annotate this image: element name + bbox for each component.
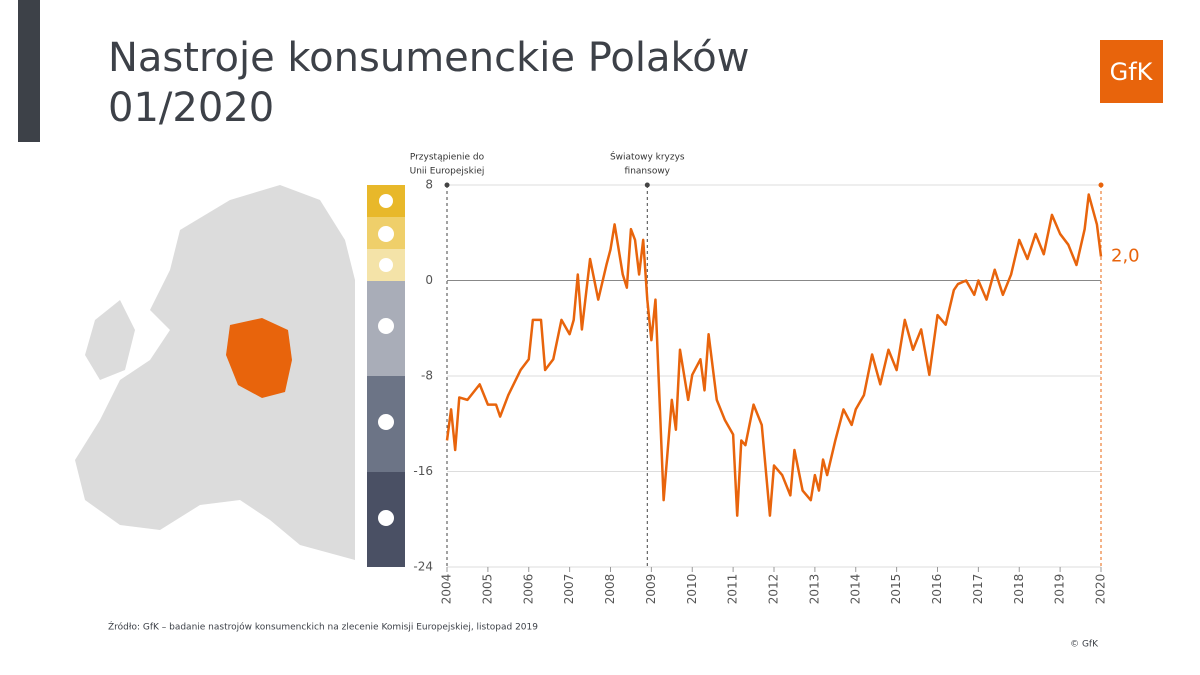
x-tick-label: 2004	[440, 574, 454, 605]
mood-scale	[367, 185, 405, 567]
logo: GfK	[1110, 58, 1154, 86]
x-tick-label: 2005	[480, 574, 494, 605]
y-tick-label: 0	[425, 273, 433, 287]
x-tick-label: 2015	[889, 574, 903, 605]
copyright: © GfK	[1070, 640, 1099, 650]
end-value-label: 2,0	[1111, 246, 1140, 267]
y-tick-label: 8	[425, 178, 433, 192]
storm-icon	[378, 510, 394, 526]
title-line: 01/2020	[108, 85, 274, 131]
x-tick-label: 2012	[767, 574, 781, 605]
x-tick-label: 2011	[726, 574, 740, 605]
x-tick-label: 2017	[971, 574, 985, 605]
x-tick-label: 2014	[848, 574, 862, 605]
x-tick-label: 2016	[930, 574, 944, 605]
logo-box	[1100, 40, 1163, 103]
map	[75, 185, 355, 560]
cloud-icon	[379, 258, 393, 272]
title-line: Nastroje konsumenckie Polaków	[108, 35, 749, 81]
annotation-text: Unii Europejskiej	[410, 167, 485, 177]
accent-bar	[18, 0, 40, 142]
x-tick-label: 2019	[1053, 574, 1067, 605]
rain-icon	[378, 414, 394, 430]
cloud-icon	[378, 318, 394, 334]
x-tick-label: 2010	[685, 574, 699, 605]
y-tick-label: -8	[421, 369, 433, 383]
europe-land	[75, 185, 355, 560]
cloud-icon	[378, 226, 394, 242]
x-tick-label: 2013	[807, 574, 821, 605]
y-tick-label: -24	[413, 560, 433, 574]
annotation-text: finansowy	[625, 167, 671, 177]
poland	[226, 318, 292, 398]
annotation-text: Przystąpienie do	[410, 153, 485, 163]
british-isles	[85, 300, 135, 380]
x-tick-label: 2006	[521, 574, 535, 605]
end-dot	[1098, 182, 1104, 188]
annotation-dot	[444, 182, 450, 188]
source: Źródło: GfK – badanie nastrojów konsumen…	[108, 621, 538, 633]
line	[445, 193, 1103, 517]
x-tick-label: 2009	[644, 574, 658, 605]
x-tick-label: 2018	[1012, 574, 1026, 605]
annotation-dot	[644, 182, 650, 188]
sun-icon	[379, 194, 393, 208]
annotation-text: Światowy kryzys	[610, 151, 685, 163]
x-tick-label: 2008	[603, 574, 617, 605]
x-tick-label: 2007	[562, 574, 576, 605]
y-tick-label: -16	[413, 464, 433, 478]
x-tick-label: 2020	[1094, 574, 1108, 605]
